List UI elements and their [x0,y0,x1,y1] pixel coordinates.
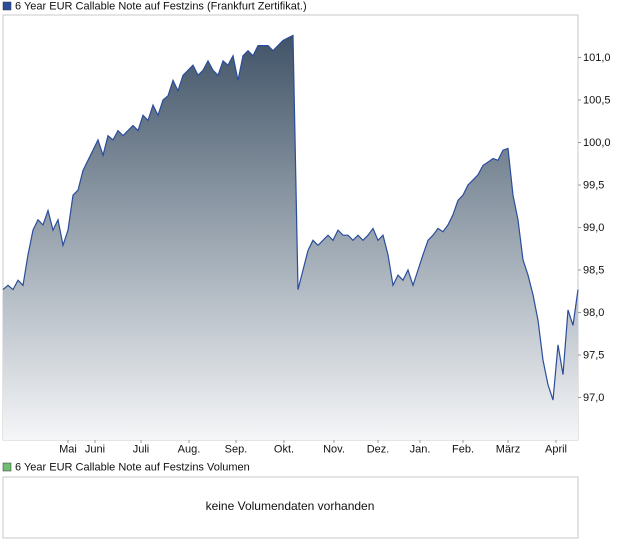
x-tick-label: Jan. [410,443,431,455]
y-tick-label: 101,0 [583,52,611,64]
volume-legend-label: 6 Year EUR Callable Note auf Festzins Vo… [15,461,250,473]
x-tick-label: Dez. [367,443,390,455]
y-tick-label: 100,5 [583,94,611,106]
y-tick-label: 100,0 [583,137,611,149]
y-tick-label: 98,5 [583,264,604,276]
x-tick-label: Sep. [225,443,248,455]
x-tick-label: Okt. [274,443,294,455]
x-tick-label: Juni [85,443,105,455]
area [3,35,578,441]
x-tick-label: Aug. [178,443,201,455]
x-tick-label: Juli [133,443,150,455]
line [2,34,579,401]
y-tick-label: 97,0 [583,392,604,404]
y-tick-label: 98,0 [583,307,604,319]
x-tick-label: Mai [59,443,77,455]
volume-message: keine Volumendaten vorhanden [206,499,375,513]
x-tick-label: März [496,443,520,455]
legend-label: 6 Year EUR Callable Note auf Festzins (F… [15,0,307,12]
y-tick-label: 99,0 [583,222,604,234]
y-tick-label: 99,5 [583,179,604,191]
x-tick-label: Feb. [452,443,474,455]
x-tick-label: April [545,443,567,455]
legend-swatch [2,1,12,11]
x-tick-label: Nov. [323,443,345,455]
y-tick-label: 97,5 [583,349,604,361]
volume-frame [2,476,579,539]
legend-swatch [2,462,12,472]
